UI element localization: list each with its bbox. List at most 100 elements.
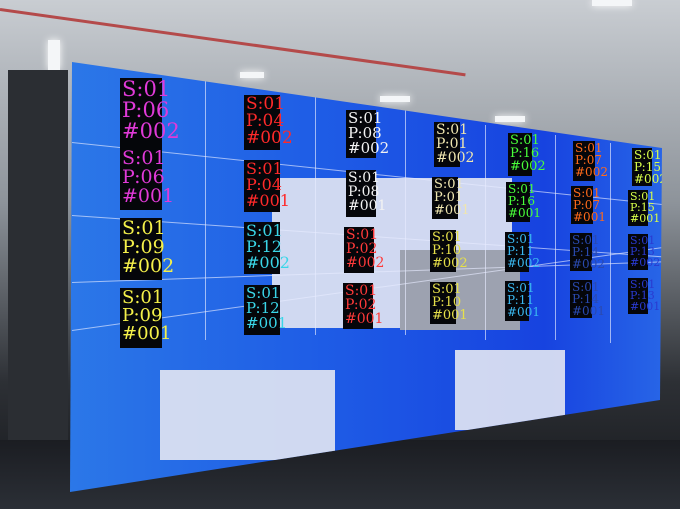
label-n: #002 xyxy=(507,256,540,270)
receiver-card-label: S:01 P:10 #001 xyxy=(430,282,468,324)
label-s: S:01 xyxy=(432,282,462,297)
receiver-card-label: S:01 P:13 #001 xyxy=(628,278,660,314)
label-s: S:01 xyxy=(634,148,662,162)
receiver-card-label: S:01 P:11 #001 xyxy=(505,281,540,321)
label-n: #002 xyxy=(634,172,667,186)
label-p: P:11 xyxy=(507,244,534,258)
label-p: P:02 xyxy=(346,241,378,257)
label-n: #002 xyxy=(122,119,180,143)
label-p: P:04 xyxy=(246,175,282,194)
label-n: #001 xyxy=(507,305,540,319)
label-s: S:01 xyxy=(508,182,536,196)
label-n: #002 xyxy=(575,165,608,179)
receiver-card-label: S:01 P:15 #002 xyxy=(632,148,667,186)
label-s: S:01 xyxy=(436,122,469,138)
label-n: #001 xyxy=(572,304,605,318)
label-s: S:01 xyxy=(246,221,283,240)
receiver-card-label: S:01 P:02 #001 xyxy=(343,283,384,329)
label-s: S:01 xyxy=(246,94,286,114)
label-n: #002 xyxy=(346,255,385,271)
receiver-card-label: S:01 P:08 #002 xyxy=(346,110,390,158)
label-s: S:01 xyxy=(510,133,540,148)
receiver-card-label: S:01 P:12 #001 xyxy=(244,284,287,335)
label-n: #002 xyxy=(348,139,390,157)
label-n: #001 xyxy=(573,210,606,224)
label-n: #002 xyxy=(572,257,605,271)
receiver-card-label: S:01 P:16 #002 xyxy=(508,133,546,176)
label-p: P:09 xyxy=(122,305,163,326)
label-p: P:10 xyxy=(432,295,462,310)
label-p: P:07 xyxy=(575,153,602,167)
receiver-card-label: S:01 P:01 #001 xyxy=(432,177,470,219)
label-n: #001 xyxy=(122,323,172,344)
label-s: S:01 xyxy=(432,230,462,245)
receiver-card-label: S:01 P:09 #002 xyxy=(120,218,175,280)
label-n: #001 xyxy=(246,191,290,210)
label-s: S:01 xyxy=(434,177,464,192)
label-s: S:01 xyxy=(122,287,164,308)
receiver-card-label: S:01 P:08 #001 xyxy=(346,170,387,217)
receiver-card-label: S:01 P:10 #002 xyxy=(430,230,468,272)
label-p: P:14 xyxy=(572,245,599,259)
label-s: S:01 xyxy=(630,278,656,291)
label-p: P:07 xyxy=(573,198,600,212)
label-p: P:01 xyxy=(436,136,468,152)
desktop-window xyxy=(160,370,335,460)
label-p: P:13 xyxy=(630,289,655,302)
label-s: S:01 xyxy=(507,232,535,246)
label-n: #001 xyxy=(434,203,470,218)
label-n: #001 xyxy=(122,185,175,207)
label-s: S:01 xyxy=(246,159,283,178)
receiver-card-label: S:01 P:04 #001 xyxy=(244,159,290,212)
label-n: #002 xyxy=(436,150,475,166)
receiver-card-label: S:01 P:14 #001 xyxy=(570,280,605,318)
label-n: #002 xyxy=(246,253,290,272)
receiver-card-label: S:01 P:14 #002 xyxy=(570,233,605,271)
label-p: P:08 xyxy=(348,184,380,200)
pipe xyxy=(0,8,466,77)
label-p: P:16 xyxy=(510,146,540,161)
receiver-card-label: S:01 P:15 #001 xyxy=(628,190,661,226)
label-s: S:01 xyxy=(630,190,656,203)
label-n: #001 xyxy=(630,212,661,225)
cabinet-seam xyxy=(405,110,406,335)
label-n: #001 xyxy=(508,206,541,220)
label-n: #001 xyxy=(432,308,468,323)
ceiling-light xyxy=(380,96,410,102)
label-s: S:01 xyxy=(507,281,535,295)
receiver-card-label: S:01 P:07 #002 xyxy=(573,141,608,181)
label-p: P:15 xyxy=(630,201,655,214)
label-p: P:06 xyxy=(122,98,170,122)
receiver-card-label: S:01 P:04 #002 xyxy=(244,94,293,150)
label-s: S:01 xyxy=(122,77,171,101)
cabinet-seam xyxy=(610,143,611,343)
label-s: S:01 xyxy=(122,147,166,169)
window-pane xyxy=(400,250,520,330)
label-p: P:15 xyxy=(634,160,661,174)
label-p: P:09 xyxy=(122,236,165,258)
ceiling-light xyxy=(592,0,632,6)
receiver-card-label: S:01 P:02 #002 xyxy=(344,227,385,273)
label-n: #002 xyxy=(122,255,175,277)
label-p: P:12 xyxy=(246,237,282,256)
receiver-card-label: S:01 P:01 #002 xyxy=(434,122,475,167)
label-p: P:11 xyxy=(507,293,534,307)
label-s: S:01 xyxy=(572,233,600,247)
ceiling-light xyxy=(48,40,60,70)
receiver-card-label: S:01 P:12 #002 xyxy=(244,221,290,274)
label-p: P:04 xyxy=(246,111,285,131)
label-n: #001 xyxy=(348,198,387,214)
label-n: #002 xyxy=(432,256,468,271)
label-p: P:14 xyxy=(572,292,599,306)
receiver-card-label: S:01 P:16 #001 xyxy=(506,182,541,222)
label-n: #001 xyxy=(345,311,384,327)
receiver-card-label: S:01 P:13 #002 xyxy=(628,234,660,270)
label-s: S:01 xyxy=(246,284,281,302)
receiver-card-label: S:01 P:11 #002 xyxy=(505,232,540,272)
label-s: S:01 xyxy=(348,170,381,186)
receiver-card-label: S:01 P:07 #001 xyxy=(571,186,606,224)
label-p: P:02 xyxy=(345,297,377,313)
label-p: P:13 xyxy=(630,245,655,258)
label-n: #002 xyxy=(510,159,546,174)
